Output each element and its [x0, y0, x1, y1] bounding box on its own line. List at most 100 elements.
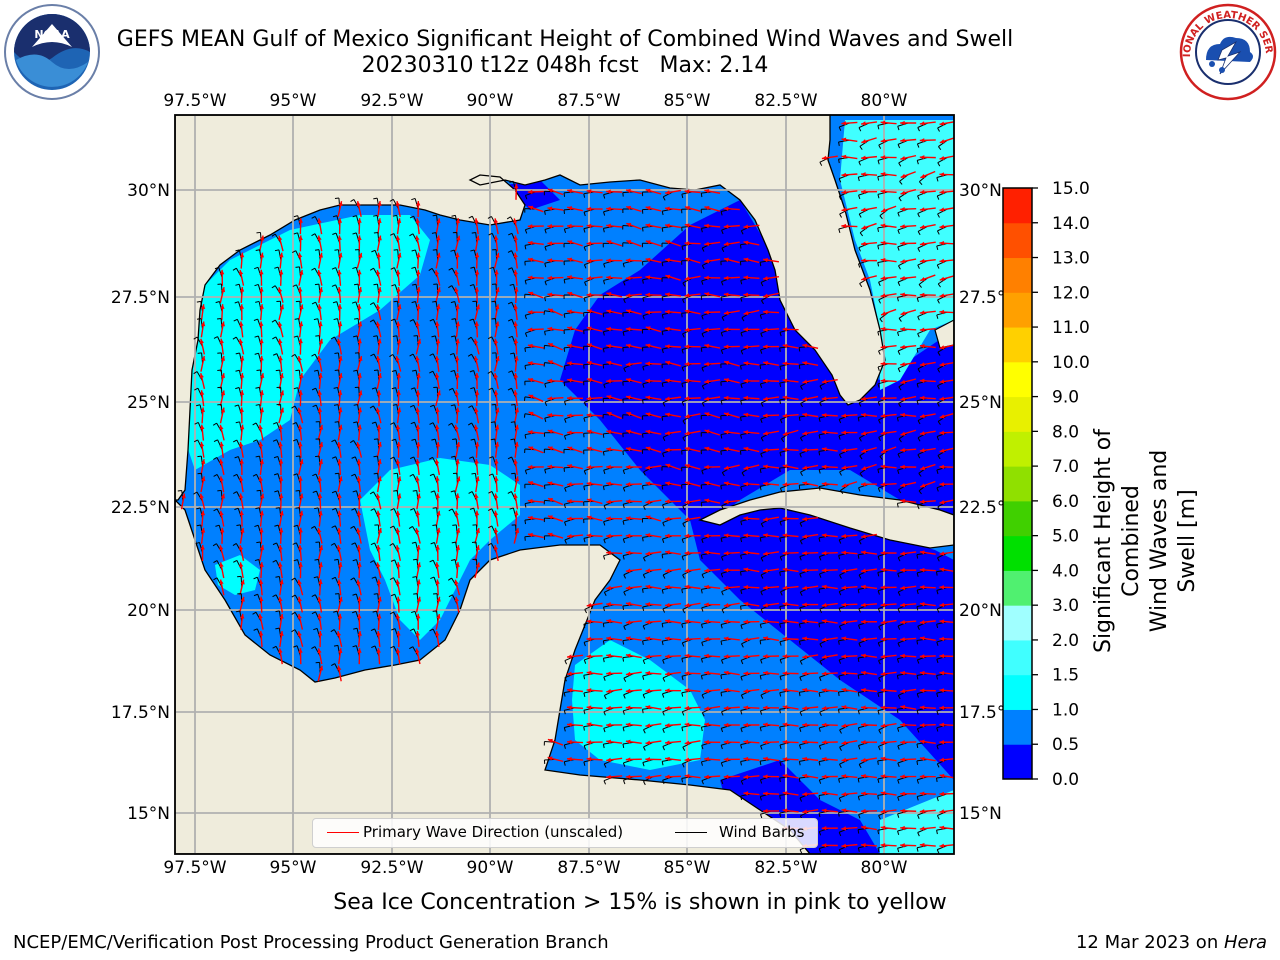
wind-barb-flag [682, 282, 686, 287]
wave-direction-arrowhead [665, 344, 670, 349]
wind-barb-flag [295, 489, 300, 492]
wave-direction-arrowhead [782, 482, 788, 487]
wave-direction-arrowhead [297, 356, 302, 361]
wave-direction-arrowhead [415, 459, 420, 464]
wave-direction-arrowhead [298, 545, 303, 550]
wave-direction-arrowhead [376, 631, 381, 636]
colorbar-block [1003, 639, 1032, 676]
wind-barb-flag [583, 264, 587, 269]
wind-barb-flag [390, 593, 395, 597]
wave-direction-arrowhead [625, 550, 631, 555]
wave-direction-arrowhead [279, 613, 284, 619]
wave-direction-arrowhead [395, 613, 401, 619]
wind-barb-flag [877, 642, 881, 647]
wave-direction-arrowhead [337, 218, 343, 223]
wave-direction-arrowhead [861, 276, 867, 281]
wind-barb-flag [916, 160, 919, 165]
wind-barb-flag [272, 353, 278, 356]
wind-barb-flag [332, 301, 337, 304]
wave-direction-arrowhead [318, 321, 323, 327]
wind-barb-flag [369, 267, 374, 271]
wave-direction-arrowhead [625, 482, 631, 487]
wave-direction-arrowhead [645, 395, 651, 400]
wave-direction-arrowhead [298, 527, 303, 533]
wind-barb-flag [334, 369, 339, 372]
wave-direction-arrowhead [317, 528, 322, 533]
wind-barb-flag [818, 469, 821, 474]
wind-barb-flag [759, 468, 762, 474]
wind-barb-flag [412, 490, 417, 492]
wind-barb-flag [331, 456, 336, 459]
wave-direction-arrowhead [357, 287, 363, 292]
wind-barb-flag [917, 195, 920, 200]
wind-barb-flag [760, 418, 763, 424]
wind-barb-flag [859, 473, 863, 477]
colorbar-tick-label: 13.0 [1052, 249, 1090, 269]
wave-direction-arrowhead [919, 431, 925, 436]
wave-direction-arrowhead [436, 596, 441, 602]
wind-barb-flag [490, 421, 495, 423]
wind-barb-flag [233, 559, 238, 563]
wind-barb-flag [877, 160, 880, 165]
wave-direction-arrowhead [606, 378, 611, 384]
wind-barb-flag [858, 487, 861, 492]
wave-direction-arrowhead [547, 429, 553, 434]
wind-barb-flag [563, 504, 566, 509]
wind-barb-flag [740, 624, 743, 630]
wave-direction-arrowhead [435, 424, 440, 430]
wave-direction-arrowhead [415, 631, 420, 636]
wave-direction-arrowhead [336, 338, 342, 344]
wave-direction-arrowhead [704, 292, 710, 297]
wind-barb-flag [331, 284, 336, 287]
wave-direction-arrowhead [763, 413, 768, 418]
wave-direction-arrowhead [338, 476, 343, 482]
wave-direction-arrowhead [704, 464, 709, 470]
colorbar-tick-label: 3.0 [1052, 596, 1079, 616]
wind-barb-flag [642, 625, 646, 630]
wave-direction-arrowhead [782, 431, 788, 436]
wave-direction-arrowhead [900, 224, 905, 229]
wave-direction-arrowhead [377, 287, 382, 292]
wind-barb-flag [467, 353, 472, 357]
wind-barb-flag [194, 422, 199, 425]
wind-barb-flag [858, 213, 862, 218]
wind-barb-flag [196, 507, 201, 510]
wind-barb-flag [937, 127, 940, 132]
wave-direction-arrowhead [527, 240, 533, 246]
wind-barb-flag [818, 417, 821, 422]
wave-direction-arrowhead [239, 321, 244, 327]
wind-barb-flag [353, 627, 358, 630]
wave-direction-arrowhead [337, 579, 342, 585]
wave-direction-arrowhead [782, 602, 788, 607]
wave-direction-arrowhead [763, 309, 768, 315]
wave-direction-arrowhead [880, 138, 886, 143]
wave-direction-arrowhead [395, 356, 400, 361]
wave-direction-arrowhead [317, 390, 322, 395]
wind-barb-flag [602, 623, 605, 628]
wind-barb-flag [661, 589, 664, 594]
wind-barb-flag [818, 623, 821, 628]
wave-direction-arrowhead [279, 407, 285, 413]
wind-barb-flag [313, 627, 318, 631]
wave-direction-arrowhead [920, 173, 926, 178]
wave-direction-arrowhead [435, 631, 440, 636]
wind-barb-flag [544, 297, 547, 302]
colorbar-tick-label: 5.0 [1052, 527, 1079, 547]
wind-barb-flag [177, 489, 182, 492]
wave-direction-arrowhead [665, 619, 670, 624]
wave-direction-arrowhead [435, 579, 440, 585]
wave-direction-arrowhead [919, 241, 925, 247]
wind-barb-flag [274, 249, 279, 252]
wind-barb-flag [275, 627, 280, 630]
wind-barb-flag [779, 467, 781, 473]
wave-direction-arrowhead [567, 430, 572, 435]
wave-direction-arrowhead [547, 224, 552, 229]
wind-barb-flag [193, 491, 198, 495]
wave-direction-arrowhead [513, 218, 518, 224]
wave-direction-arrowhead [547, 515, 553, 520]
wind-barb-flag [798, 364, 801, 370]
wind-barb-flag [489, 266, 494, 270]
wave-direction-arrowhead [587, 343, 592, 348]
chart-subtitle: 20230310 t12z 048h fcst Max: 2.14 [361, 53, 769, 78]
wind-barb-flag [662, 196, 666, 201]
